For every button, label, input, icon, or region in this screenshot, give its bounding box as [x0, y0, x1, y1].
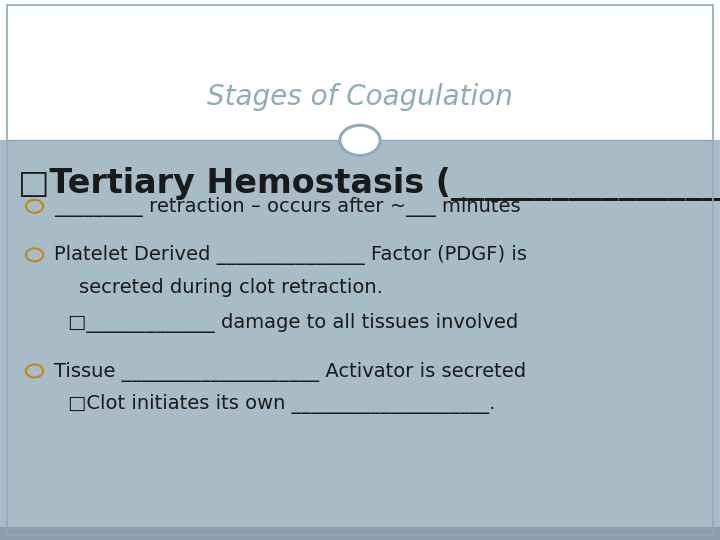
Text: □Clot initiates its own ____________________.: □Clot initiates its own ________________… — [68, 394, 496, 414]
Text: □_____________ damage to all tissues involved: □_____________ damage to all tissues inv… — [68, 313, 518, 333]
Text: secreted during clot retraction.: secreted during clot retraction. — [54, 278, 383, 298]
Text: Stages of Coagulation: Stages of Coagulation — [207, 83, 513, 111]
FancyBboxPatch shape — [0, 140, 720, 529]
Text: Platelet Derived _______________ Factor (PDGF) is: Platelet Derived _______________ Factor … — [54, 245, 527, 266]
Circle shape — [340, 125, 380, 156]
Text: □Tertiary Hemostasis (___________________): □Tertiary Hemostasis (__________________… — [18, 167, 720, 201]
FancyBboxPatch shape — [0, 0, 720, 140]
Text: _________ retraction – occurs after ~___ minutes: _________ retraction – occurs after ~___… — [54, 197, 521, 217]
Text: Tissue ____________________ Activator is secreted: Tissue ____________________ Activator is… — [54, 361, 526, 382]
FancyBboxPatch shape — [0, 526, 720, 540]
